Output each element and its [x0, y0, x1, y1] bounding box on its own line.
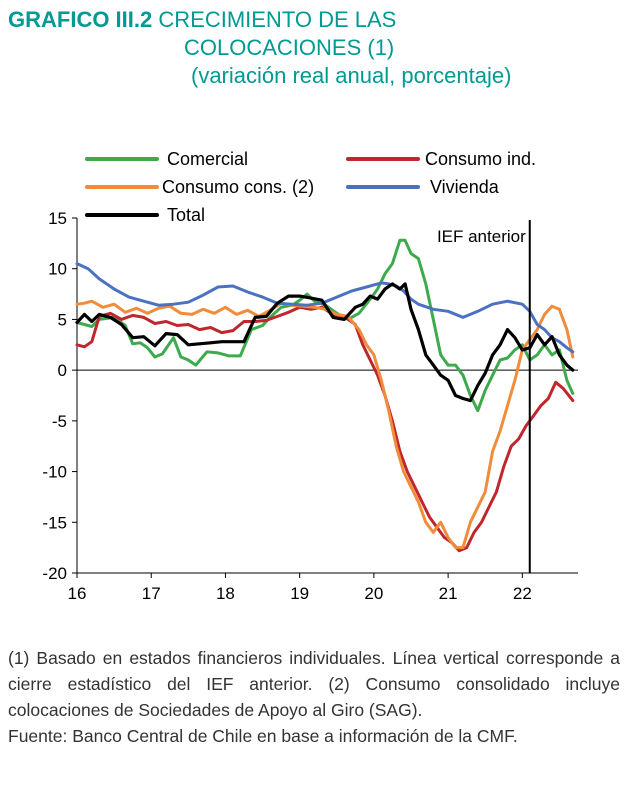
ief-annotation-label: IEF anterior: [437, 227, 526, 246]
series-line-consumo-ind: [75, 305, 575, 553]
legend-label: Consumo cons. (2): [162, 177, 314, 197]
x-tick-label: 21: [439, 584, 458, 603]
y-tick-label: 10: [48, 260, 67, 279]
footnote: (1) Basado en estados financieros indivi…: [8, 648, 620, 720]
x-tick-label: 22: [513, 584, 532, 603]
series-line-consumo-cons-2: [75, 299, 575, 550]
chart-subtitle: (variación real anual, porcentaje): [191, 63, 512, 88]
series-line-comercial: [75, 238, 575, 413]
chart-title: GRAFICO III.2 CRECIMIENTO DE LAS COLOCAC…: [8, 6, 511, 90]
y-tick-label: 0: [58, 361, 67, 380]
x-tick-label: 17: [142, 584, 161, 603]
legend-label: Vivienda: [430, 177, 500, 197]
chart-notes: (1) Basado en estados financieros indivi…: [8, 645, 620, 749]
x-tick-label: 18: [216, 584, 235, 603]
x-tick-label: 19: [290, 584, 309, 603]
y-tick-label: 15: [48, 209, 67, 228]
series-line-vivienda: [75, 262, 575, 354]
y-tick-label: -15: [42, 513, 67, 532]
title-line-2: COLOCACIONES (1): [184, 35, 395, 60]
x-tick-label: 20: [364, 584, 383, 603]
y-tick-label: -20: [42, 564, 67, 583]
legend-label: Total: [167, 205, 205, 225]
source-note: Fuente: Banco Central de Chile en base a…: [8, 726, 518, 746]
y-tick-label: -5: [52, 412, 67, 431]
title-main: CRECIMIENTO DE LAS: [158, 7, 397, 32]
y-tick-label: 5: [58, 310, 67, 329]
series-line-total: [75, 282, 575, 403]
y-tick-label: -10: [42, 463, 67, 482]
legend-label: Comercial: [167, 149, 248, 169]
legend-label: Consumo ind.: [425, 149, 536, 169]
x-tick-label: 16: [68, 584, 87, 603]
figure-number: GRAFICO III.2: [8, 7, 153, 32]
